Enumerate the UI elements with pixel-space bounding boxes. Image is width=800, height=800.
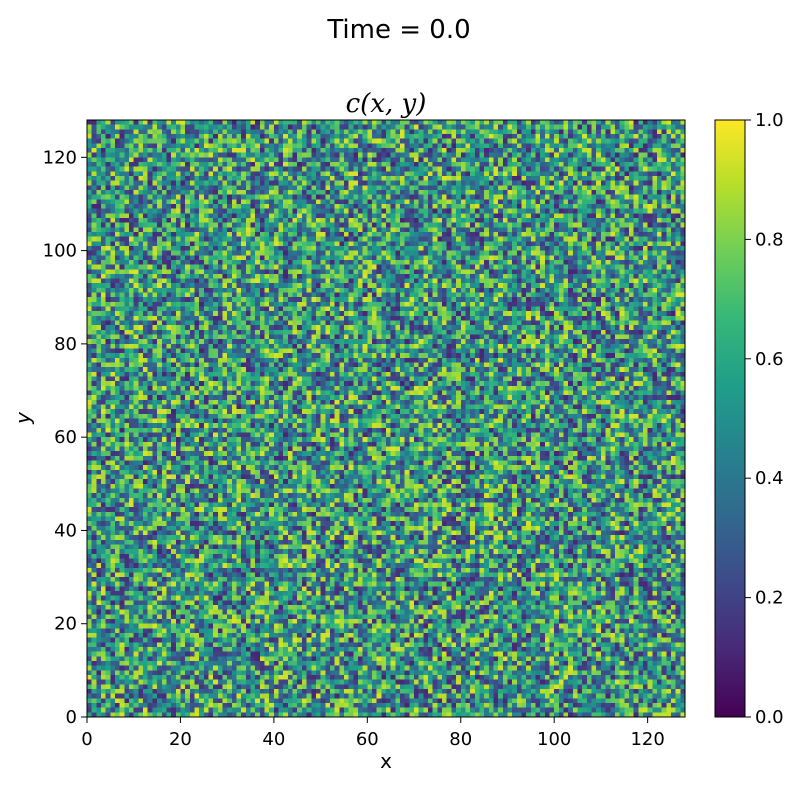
- colorbar-tick-label: 0.2: [755, 588, 784, 609]
- colorbar-tick-label: 0.0: [755, 707, 784, 728]
- colorbar-tick-label: 0.4: [755, 468, 784, 489]
- y-tick-label: 20: [54, 614, 77, 635]
- colorbar-ticks: 0.0 0.2 0.4 0.6 0.8 1.0: [745, 110, 784, 728]
- x-tick-label: 120: [630, 729, 664, 750]
- x-tick-label: 20: [169, 729, 192, 750]
- colorbar-tick-label: 1.0: [755, 110, 784, 131]
- colorbar: [714, 119, 746, 718]
- x-tick-label: 40: [262, 729, 285, 750]
- y-tick-label: 120: [43, 147, 77, 168]
- plot-title: c(x, y): [346, 89, 427, 119]
- y-tick-label: 60: [54, 427, 77, 448]
- colorbar-tick-label: 0.8: [755, 229, 784, 250]
- y-tick-label: 100: [43, 241, 77, 262]
- x-tick-label: 0: [81, 729, 92, 750]
- x-tick-label: 60: [356, 729, 379, 750]
- heatmap: [86, 119, 686, 718]
- y-tick-label: 80: [54, 334, 77, 355]
- colorbar-tick-label: 0.6: [755, 349, 784, 370]
- y-axis-ticks: 0 20 40 60 80 100 120: [43, 147, 87, 728]
- y-axis-label: y: [11, 411, 35, 425]
- x-tick-label: 100: [537, 729, 571, 750]
- heatmap-cells: [87, 120, 685, 717]
- x-axis-ticks: 0 20 40 60 80 100 120: [81, 717, 665, 750]
- plot-frame: [86, 119, 686, 718]
- y-tick-label: 0: [66, 707, 77, 728]
- x-axis-label: x: [380, 749, 392, 773]
- figure-suptitle: Time = 0.0: [326, 15, 470, 45]
- x-tick-label: 80: [449, 729, 472, 750]
- y-tick-label: 40: [54, 520, 77, 541]
